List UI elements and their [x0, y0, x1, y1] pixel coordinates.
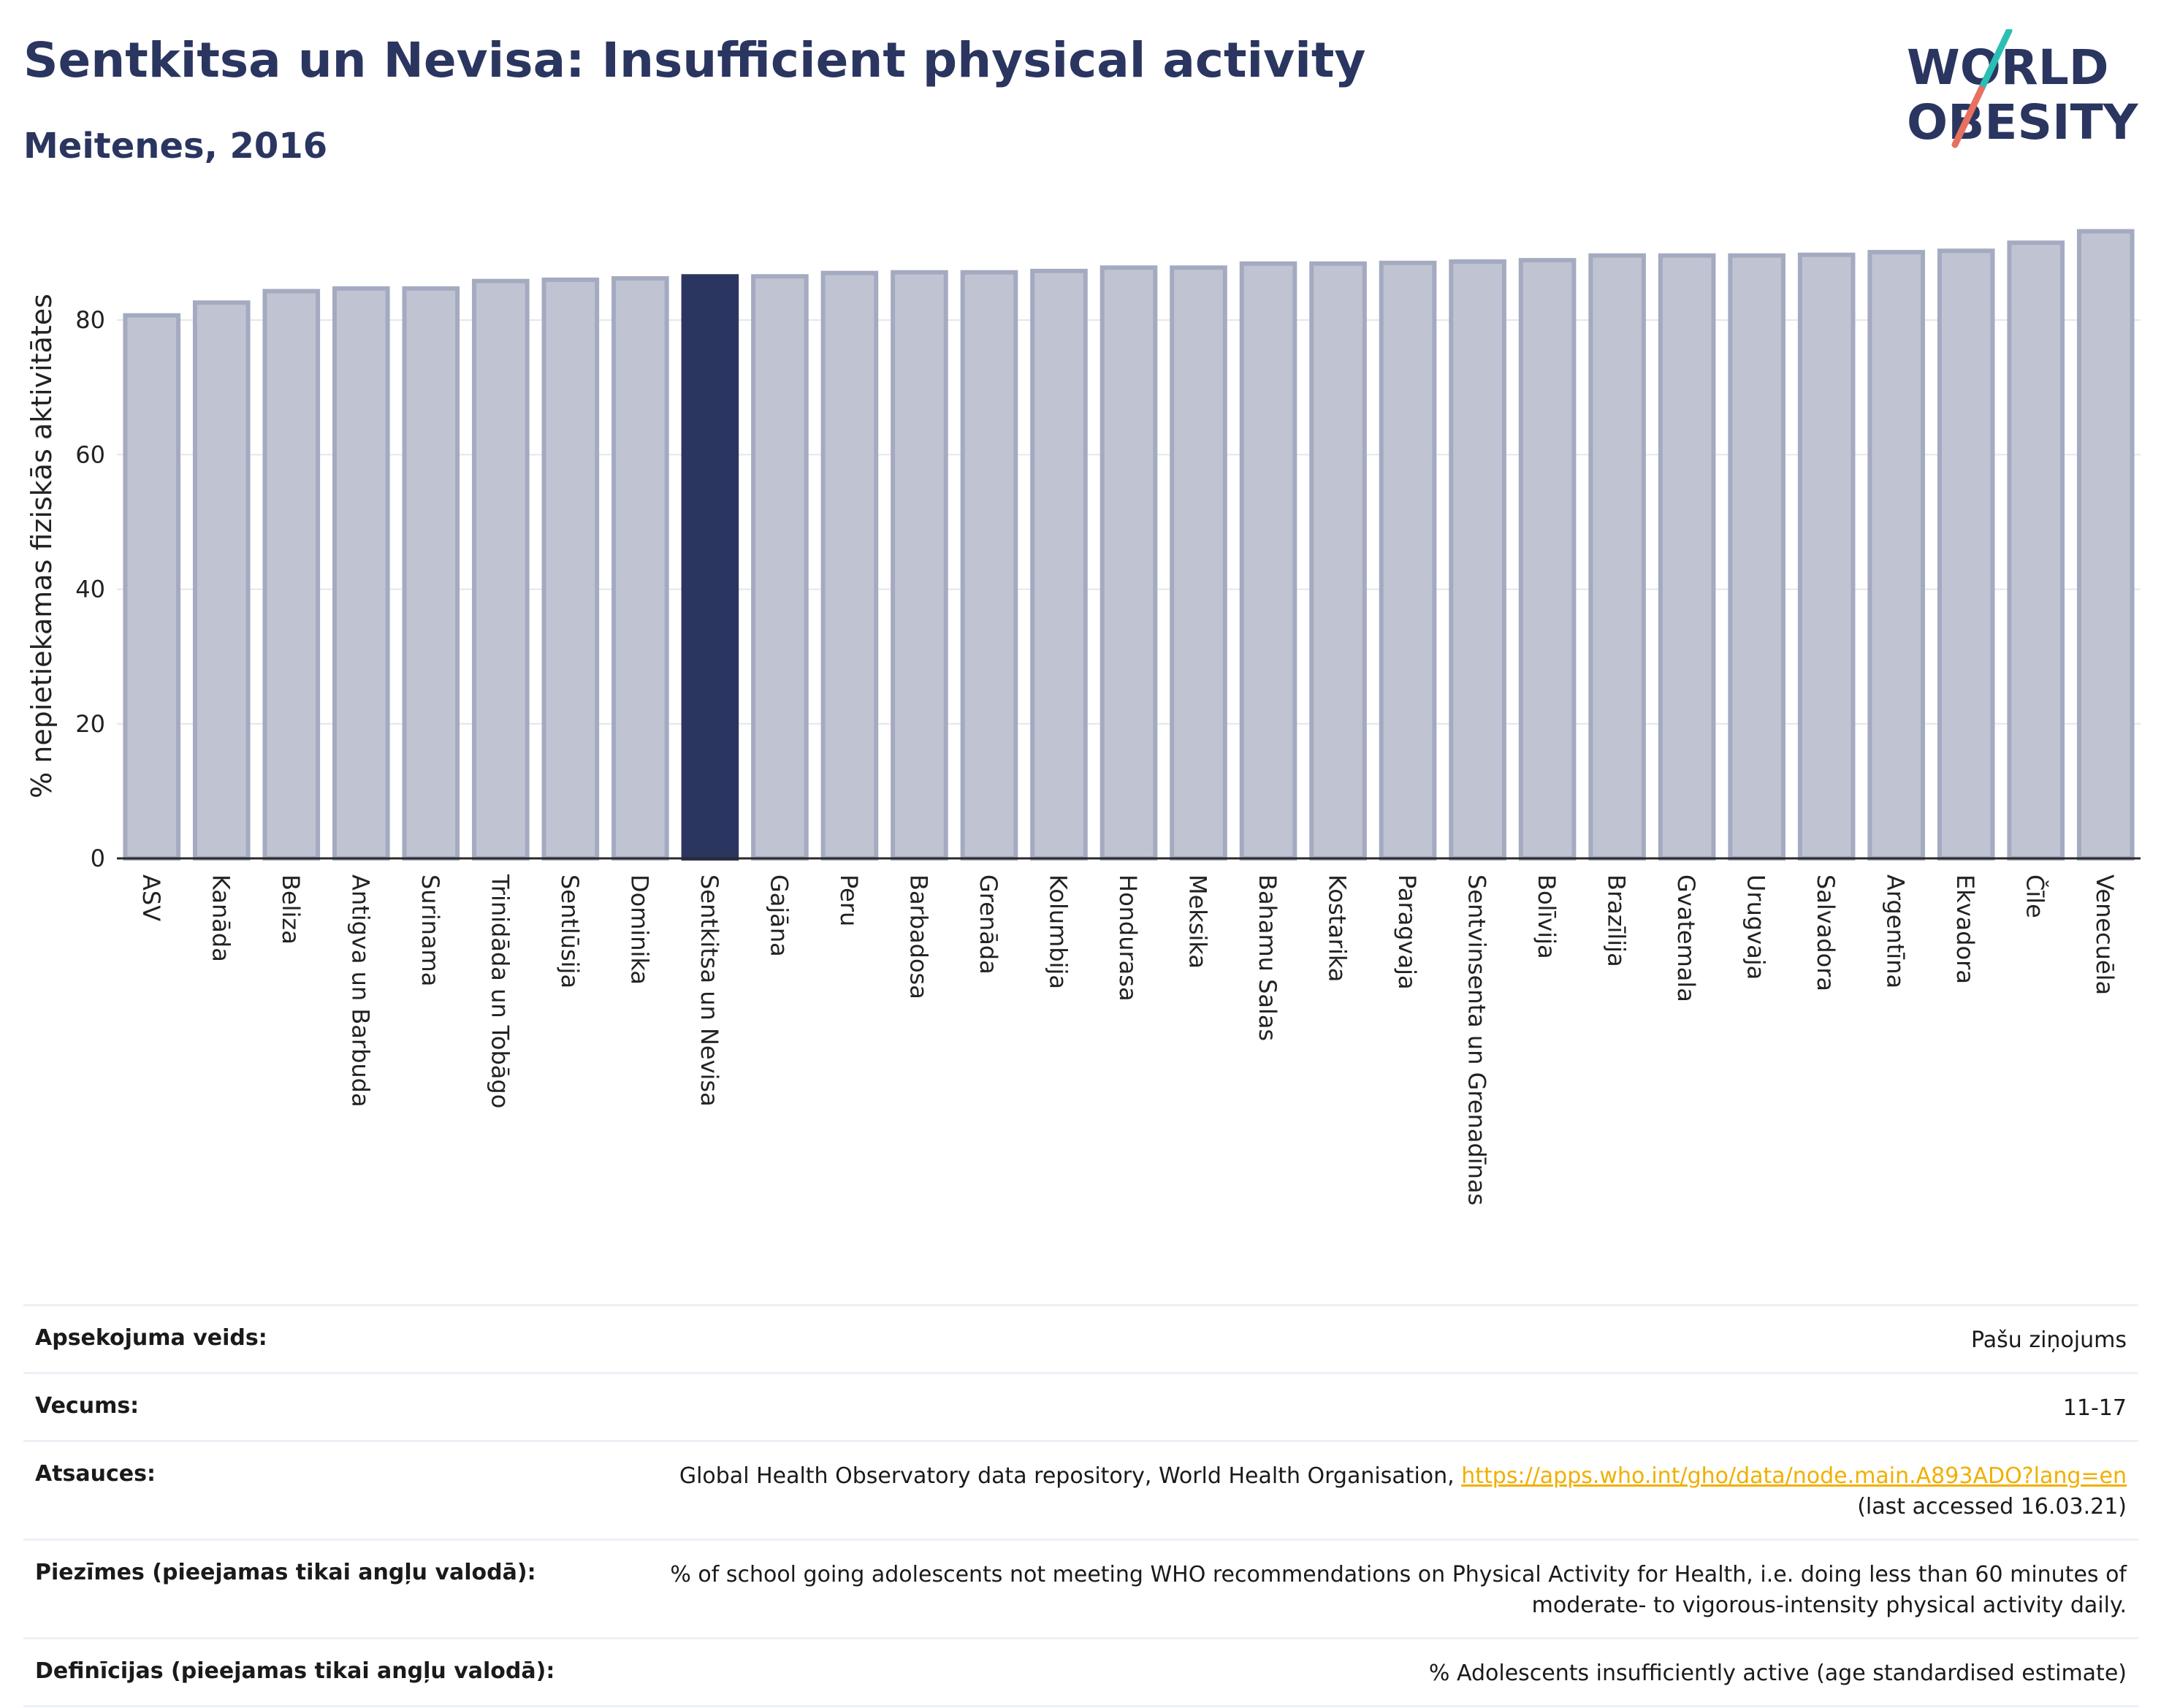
- bar: [402, 286, 460, 861]
- logo-slash-coral: [1951, 85, 1985, 148]
- bar: [1588, 253, 1646, 861]
- bar: [1099, 265, 1158, 861]
- bar: [891, 270, 948, 861]
- info-row-survey-type: Apsekojuma veids: Pašu ziņojums: [23, 1304, 2138, 1372]
- info-label: Apsekojuma veids:: [35, 1325, 267, 1351]
- bar: [1379, 260, 1437, 861]
- x-category-label: Ekvadora: [1951, 874, 1979, 984]
- bar: [1239, 261, 1297, 861]
- x-category-label: Gajāna: [765, 874, 793, 957]
- y-tick-label: 20: [75, 710, 105, 738]
- y-tick-label: 40: [75, 576, 105, 603]
- info-label: Atsauces:: [35, 1461, 156, 1487]
- info-value: % Adolescents insufficiently active (age…: [1428, 1661, 2127, 1686]
- x-category-label: Trinidāda un Tobāgo: [486, 874, 514, 1108]
- bar: [1867, 250, 1925, 861]
- bar: [1518, 258, 1577, 861]
- x-category-label: Bahamu Salas: [1254, 874, 1281, 1041]
- x-category-label: Gvatemala: [1672, 874, 1700, 1002]
- x-category-label: Salvadora: [1812, 874, 1840, 991]
- bar: [1309, 261, 1367, 861]
- info-label: Vecums:: [35, 1393, 140, 1419]
- info-table: Apsekojuma veids: Pašu ziņojums Vecums: …: [23, 1304, 2138, 1707]
- x-category-label: Surinama: [416, 874, 444, 986]
- bar: [1170, 265, 1227, 861]
- bar: [262, 289, 321, 861]
- bar: [472, 278, 530, 861]
- bar: [332, 286, 390, 861]
- x-category-label: Kanāda: [207, 874, 235, 962]
- x-category-label: ASV: [137, 874, 165, 921]
- bar: [611, 276, 669, 861]
- x-category-label: Kolumbija: [1044, 874, 1072, 989]
- x-category-label: Grenāda: [975, 874, 1002, 975]
- bars: [123, 229, 2135, 861]
- x-category-label: Bolīvija: [1533, 874, 1560, 959]
- x-category-label: Barbadosa: [904, 874, 932, 999]
- world-obesity-logo: WORLD OBESITY: [1907, 29, 2139, 150]
- logo-text-line1: WORLD: [1907, 39, 2109, 96]
- x-category-label: Čīle: [2021, 874, 2050, 918]
- info-label: Piezīmes (pieejamas tikai angļu valodā):: [35, 1560, 536, 1585]
- bar: [541, 277, 600, 861]
- bar: [123, 313, 181, 861]
- x-category-label: Paragvaja: [1393, 874, 1421, 990]
- x-category-label: Meksika: [1184, 874, 1212, 969]
- logo-slash-teal: [1978, 29, 2013, 93]
- y-tick-label: 60: [75, 441, 105, 468]
- x-category-label: Beliza: [277, 874, 305, 945]
- x-category-label: Kostarika: [1324, 874, 1352, 982]
- bar: [751, 274, 809, 861]
- bar: [2076, 229, 2135, 861]
- bar: [1449, 259, 1506, 861]
- bar: [1658, 253, 1716, 861]
- x-category-label: Hondurasa: [1114, 874, 1142, 1002]
- bar: [820, 270, 879, 861]
- x-category-label: Sentvinsenta un Grenadīnas: [1463, 874, 1491, 1205]
- info-value: Global Health Observatory data repositor…: [679, 1461, 2127, 1522]
- bar-chart: 0 20 40 60 80 % nepietiekamas fiziskās aktivi…: [26, 229, 2141, 1205]
- bar: [1728, 253, 1785, 861]
- info-value: 11-17: [2062, 1395, 2127, 1421]
- x-category-label: Venecuēla: [2091, 874, 2119, 995]
- reference-access-date: (last accessed 16.03.21): [1857, 1494, 2127, 1520]
- x-category-label: Argentīna: [1882, 874, 1910, 988]
- chart-title: Sentkitsa un Nevisa: Insufficient physic…: [23, 32, 1366, 88]
- reference-text: Global Health Observatory data repositor…: [679, 1463, 1455, 1489]
- axes: 0 20 40 60 80 % nepietiekamas fiziskās aktivi…: [26, 294, 2141, 872]
- x-category-label: Peru: [835, 874, 863, 926]
- bar: [1030, 268, 1088, 861]
- info-row-references: Atsauces: Global Health Observatory data…: [23, 1440, 2138, 1539]
- bar: [192, 300, 251, 861]
- info-row-age: Vecums: 11-17: [23, 1372, 2138, 1440]
- x-category-label: Dominika: [625, 874, 653, 985]
- category-labels: ASV Kanāda Beliza Antigva un Barbuda Surinam…: [137, 874, 2119, 1205]
- y-tick-label: 0: [91, 845, 105, 872]
- x-category-label: Antigva un Barbuda: [346, 874, 374, 1107]
- y-tick-label: 80: [75, 306, 105, 334]
- reference-link[interactable]: https://apps.who.int/gho/data/node.main.…: [1461, 1463, 2127, 1489]
- bar: [2007, 240, 2065, 861]
- bar-highlight: [681, 274, 739, 861]
- bar: [1937, 248, 1995, 861]
- info-row-definitions: Definīcijas (pieejamas tikai angļu valod…: [23, 1637, 2138, 1707]
- x-category-label: Brazīlija: [1603, 874, 1631, 967]
- x-category-label: Sentkitsa un Nevisa: [695, 874, 723, 1107]
- info-value: Pašu ziņojums: [1971, 1327, 2127, 1353]
- x-category-label: Urugvaja: [1742, 874, 1770, 980]
- info-value: % of school going adolescents not meetin…: [670, 1562, 2127, 1618]
- bar: [1797, 252, 1856, 861]
- x-category-label: Sentlūsija: [556, 874, 584, 988]
- chart-subtitle: Meitenes, 2016: [23, 126, 328, 167]
- info-label: Definīcijas (pieejamas tikai angļu valod…: [35, 1658, 555, 1684]
- logo-text-line2: OBESITY: [1907, 94, 2139, 150]
- info-row-notes: Piezīmes (pieejamas tikai angļu valodā):…: [23, 1539, 2138, 1637]
- bar: [960, 270, 1018, 861]
- y-axis-title: % nepietiekamas fiziskās aktivitātes: [26, 294, 58, 798]
